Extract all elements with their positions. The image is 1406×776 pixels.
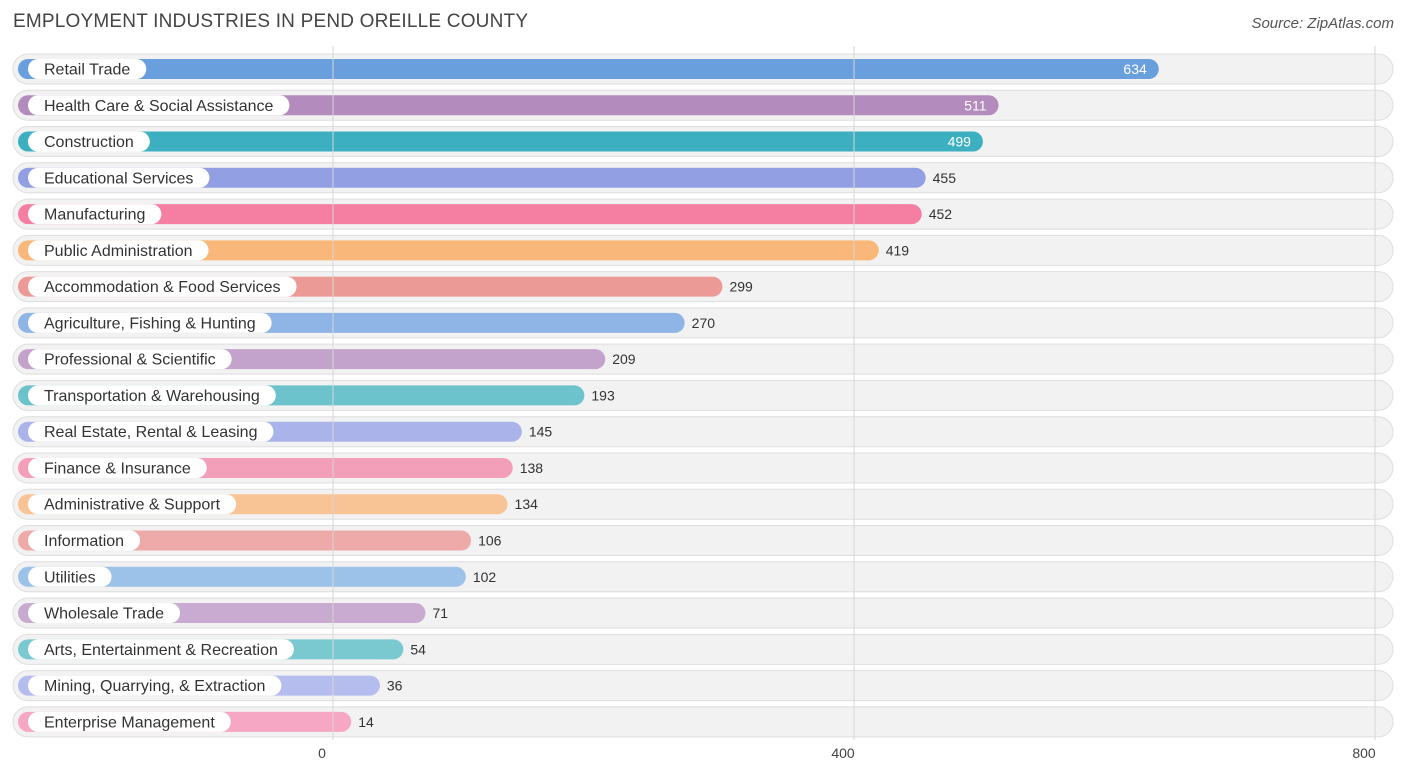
bar-row: Construction 499: [12, 126, 1394, 158]
category-label: Educational Services: [44, 170, 193, 187]
category-label-pill: [28, 95, 290, 116]
category-label-pill: [28, 457, 207, 478]
bar-row: Health Care & Social Assistance 511: [12, 89, 1394, 121]
value-label: 499: [948, 134, 972, 150]
bar: [18, 240, 879, 261]
category-label: Health Care & Social Assistance: [44, 98, 274, 115]
category-label: Manufacturing: [44, 207, 145, 224]
bar: [18, 131, 983, 152]
category-label-pill: [28, 639, 294, 660]
bar: [18, 59, 1159, 79]
category-label: Agriculture, Fishing & Hunting: [44, 315, 256, 332]
bar-row: Public Administration 419: [12, 234, 1394, 266]
bar-row: Administrative & Support 134: [12, 488, 1394, 520]
value-label: 209: [612, 351, 636, 367]
value-label: 106: [478, 533, 502, 549]
bar-row: Retail Trade 634: [12, 53, 1394, 85]
value-label: 299: [729, 279, 753, 295]
bar-row: Agriculture, Fishing & Hunting 270: [12, 307, 1394, 339]
bar-row: Finance & Insurance 138: [12, 452, 1394, 484]
x-tick-label: 0: [318, 745, 326, 761]
category-label: Retail Trade: [44, 62, 130, 79]
category-label: Wholesale Trade: [44, 606, 164, 623]
gridline-group: [332, 46, 1376, 740]
category-label: Information: [44, 533, 124, 550]
bar-row: Utilities 102: [12, 561, 1394, 593]
x-axis-ticks: 0 400 800: [318, 745, 1376, 761]
bar-row: Accommodation & Food Services 299: [12, 271, 1394, 303]
category-label: Finance & Insurance: [44, 460, 191, 477]
category-label: Arts, Entertainment & Recreation: [44, 642, 278, 659]
category-label-pill: [28, 276, 297, 297]
bar-row: Enterprise Management 14: [12, 706, 1394, 738]
row-track: [12, 706, 1394, 738]
value-label: 102: [473, 569, 497, 585]
category-label: Real Estate, Rental & Leasing: [44, 424, 257, 441]
x-tick-label: 400: [831, 745, 855, 761]
bar-row: Real Estate, Rental & Leasing 145: [12, 416, 1394, 448]
category-label-pill: [28, 59, 147, 79]
category-label: Construction: [44, 134, 134, 151]
source-credit: Source: ZipAtlas.com: [1251, 15, 1394, 32]
category-label: Utilities: [44, 569, 96, 586]
category-label-pill: [28, 530, 141, 551]
bar-row: Mining, Quarrying, & Extraction 36: [12, 670, 1394, 702]
category-label: Professional & Scientific: [44, 352, 216, 369]
chart-title: EMPLOYMENT INDUSTRIES IN PEND OREILLE CO…: [13, 11, 529, 32]
category-label-pill: [28, 675, 282, 696]
category-label-pill: [28, 566, 112, 587]
category-label-pill: [28, 349, 232, 370]
category-label: Enterprise Management: [44, 714, 215, 731]
bar-row: Educational Services 455: [12, 162, 1394, 194]
bar-rows: Retail Trade 634 Health Care & Social Assi…: [12, 46, 1394, 740]
category-label-pill: [28, 421, 274, 442]
category-label-pill: [28, 167, 210, 188]
value-label: 14: [358, 714, 374, 730]
category-label: Public Administration: [44, 243, 193, 260]
value-label: 193: [591, 387, 615, 403]
value-label: 138: [520, 460, 544, 476]
category-label-pill: [28, 711, 231, 732]
category-label-pill: [28, 240, 209, 261]
bar-row: Transportation & Warehousing 193: [12, 379, 1394, 411]
category-label-pill: [28, 131, 150, 152]
bar-row: Arts, Entertainment & Recreation 54: [12, 633, 1394, 665]
bar-row: Information 106: [12, 525, 1394, 557]
value-label: 455: [933, 170, 957, 186]
category-label: Accommodation & Food Services: [44, 279, 281, 296]
x-tick-label: 800: [1352, 745, 1376, 761]
bar: [18, 204, 922, 225]
category-label-pill: [28, 204, 162, 225]
bar: [18, 167, 926, 188]
value-label: 54: [410, 641, 426, 657]
value-label: 634: [1123, 61, 1147, 77]
bar: [18, 566, 466, 587]
category-label: Transportation & Warehousing: [44, 388, 260, 405]
category-label-pill: [28, 603, 181, 624]
category-label-pill: [28, 385, 276, 406]
category-label-pill: [28, 312, 272, 333]
category-label-pill: [28, 494, 237, 515]
value-label: 134: [515, 496, 539, 512]
bar-row: Manufacturing 452: [12, 198, 1394, 230]
category-label: Administrative & Support: [44, 497, 221, 514]
value-label: 511: [964, 97, 987, 113]
value-label: 145: [529, 424, 553, 440]
value-label: 71: [432, 605, 448, 621]
value-label: 419: [886, 242, 910, 258]
value-label: 36: [387, 678, 403, 694]
bar-row: Professional & Scientific 209: [12, 343, 1394, 375]
bar-row: Wholesale Trade 71: [12, 597, 1394, 629]
value-label: 270: [692, 315, 716, 331]
category-label: Mining, Quarrying, & Extraction: [44, 678, 265, 695]
value-label: 452: [929, 206, 953, 222]
